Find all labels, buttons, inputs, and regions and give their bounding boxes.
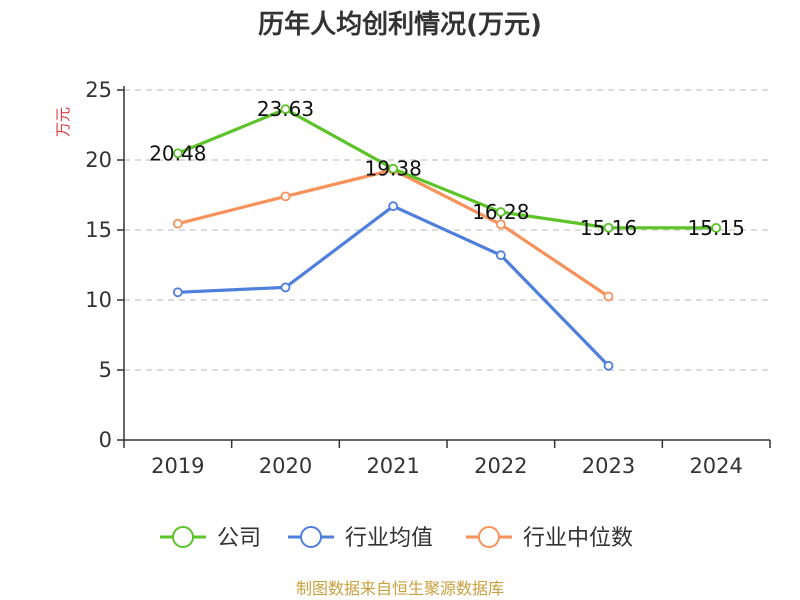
legend-swatch-marker [300, 526, 322, 548]
data-point [603, 291, 614, 302]
series-group [172, 104, 722, 371]
data-point [603, 360, 614, 371]
x-tick-label: 2023 [582, 454, 635, 478]
data-label: 20.48 [149, 141, 206, 165]
x-tick-label: 2019 [151, 454, 204, 478]
y-tick-label: 25 [85, 78, 112, 102]
legend-swatch-marker [478, 526, 500, 548]
data-point [280, 191, 291, 202]
series-2 [172, 164, 614, 302]
data-point [603, 222, 614, 233]
y-tick-label: 0 [99, 428, 112, 452]
data-labels: 20.48 23.63 19.38 16.28 15.16 15.15 [149, 97, 745, 240]
data-point [172, 218, 183, 229]
y-tick-label: 10 [85, 288, 112, 312]
chart-title: 历年人均创利情况(万元) [258, 9, 542, 40]
data-point [280, 104, 291, 115]
data-point [172, 148, 183, 159]
data-point [495, 207, 506, 217]
data-point [388, 201, 399, 212]
data-point [388, 163, 399, 174]
series-line [177, 107, 717, 230]
legend-label: 公司 [217, 526, 261, 551]
data-point [495, 250, 506, 261]
legend-label: 行业中位数 [523, 526, 633, 551]
data-point [280, 282, 291, 293]
legend-item-1: 行业均值 [288, 526, 433, 551]
data-point [172, 287, 183, 298]
legend: 公司 行业均值 行业中位数 [160, 526, 633, 551]
x-tick-label: 2021 [366, 454, 419, 478]
legend-swatch-marker [172, 526, 194, 548]
data-label: 16.28 [472, 200, 529, 224]
data-label: 19.38 [365, 157, 422, 181]
legend-label: 行业均值 [345, 526, 433, 551]
series-line [177, 168, 610, 298]
data-point [711, 222, 722, 233]
legend-item-0: 公司 [160, 526, 261, 551]
x-tick-label: 2022 [474, 454, 527, 478]
y-tick-label: 20 [85, 148, 112, 172]
series-0 [172, 104, 722, 233]
y-tick-label: 15 [85, 218, 112, 242]
source-note: 制图数据来自恒生聚源数据库 [296, 579, 504, 598]
x-tick-label: 2020 [259, 454, 312, 478]
y-axis-label: 万元 [54, 107, 72, 137]
y-tick-label: 5 [99, 358, 112, 382]
data-label: 23.63 [257, 97, 314, 121]
data-label: 15.15 [688, 216, 745, 240]
data-label: 15.16 [580, 216, 637, 240]
x-tick-label: 2024 [689, 454, 742, 478]
legend-item-2: 行业中位数 [466, 526, 633, 551]
data-point [495, 219, 506, 230]
series-1 [172, 201, 614, 371]
axes: 0 5 10 15 20 25 2019 2020 2021 2022 2023 2024 [85, 78, 771, 478]
